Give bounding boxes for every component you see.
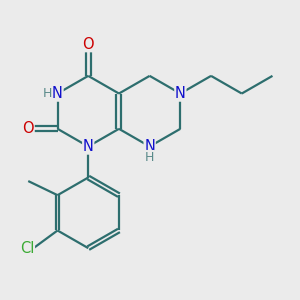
Text: H: H [145,151,154,164]
Text: N: N [175,86,186,101]
Text: O: O [82,37,94,52]
Text: N: N [144,139,155,154]
Text: N: N [83,139,94,154]
Text: O: O [22,121,34,136]
Text: Cl: Cl [20,241,34,256]
Text: H: H [43,87,52,100]
Text: N: N [52,86,63,101]
